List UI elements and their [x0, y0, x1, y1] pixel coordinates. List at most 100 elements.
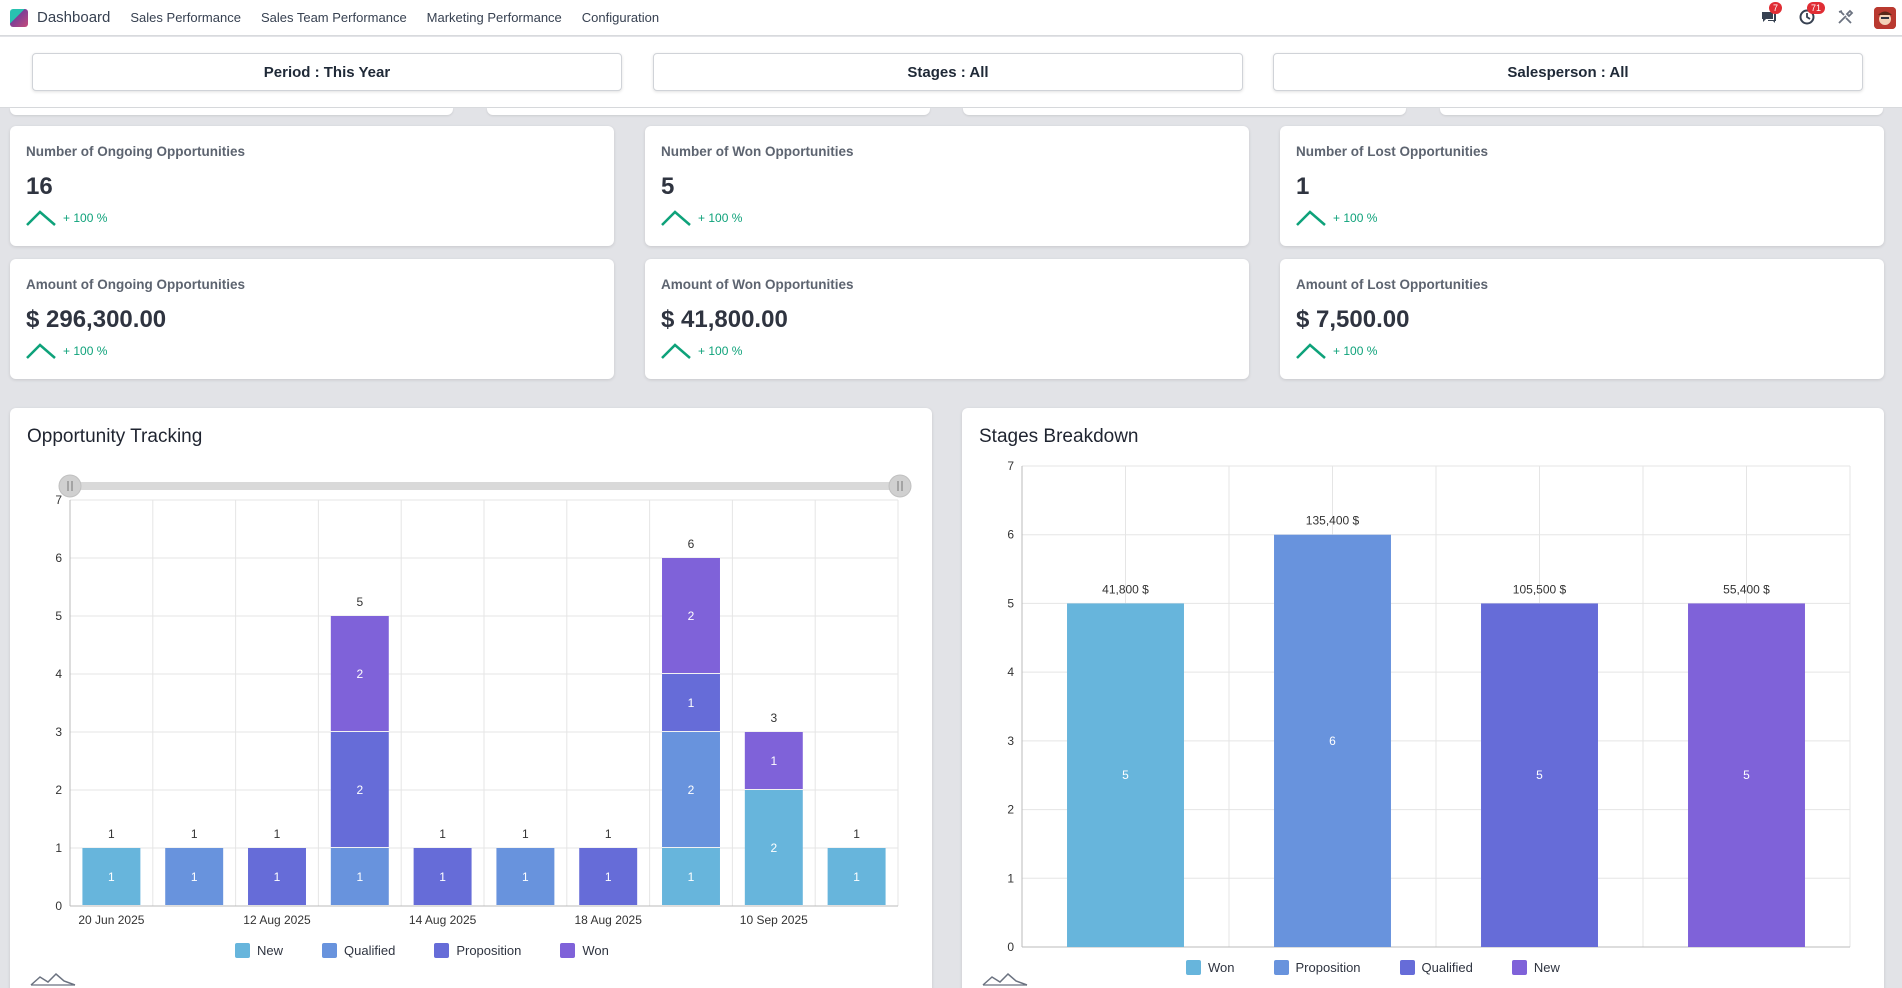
bar-segment-label: 2 — [688, 609, 695, 623]
chart-type-icon[interactable] — [30, 972, 76, 986]
kpi-trend: + 100 % — [26, 342, 598, 360]
menu-configuration[interactable]: Configuration — [581, 10, 660, 25]
bar-segment[interactable] — [413, 848, 472, 905]
app-logo-icon[interactable] — [10, 8, 28, 27]
bar-amount-label: 105,500 $ — [1513, 582, 1567, 596]
bar[interactable] — [1481, 603, 1598, 947]
kpi-value: $ 296,300.00 — [26, 306, 167, 333]
menu-sales-performance[interactable]: Sales Performance — [130, 10, 241, 25]
bar-segment[interactable] — [579, 848, 638, 905]
chart-type-icon[interactable] — [982, 972, 1028, 986]
bar-total-label: 1 — [605, 827, 612, 841]
bar-segment[interactable] — [662, 732, 720, 847]
bar-total-label: 1 — [191, 827, 198, 841]
kpi-trend: + 100 % — [26, 209, 598, 227]
bar-segment-label: 1 — [688, 696, 695, 710]
y-tick-label: 1 — [55, 841, 62, 855]
zoom-handle-grip — [67, 481, 73, 491]
legend-item-qualified[interactable]: Qualified — [322, 943, 395, 958]
stages-filter[interactable]: Stages : All — [653, 53, 1243, 91]
bar-segment-label: 1 — [605, 870, 612, 884]
legend-label: New — [257, 943, 284, 958]
kpi-value: $ 7,500.00 — [1296, 306, 1410, 333]
legend-item-won[interactable]: Won — [560, 943, 609, 958]
app-brand[interactable]: Dashboard — [37, 9, 111, 26]
bar-total-label: 1 — [108, 827, 115, 841]
kpi-card-ongoing-amount[interactable]: Amount of Ongoing Opportunities $ 296,30… — [10, 259, 614, 379]
legend-item-proposition[interactable]: Proposition — [434, 943, 521, 958]
bar-segment-label: 2 — [770, 841, 777, 855]
legend-item-proposition[interactable]: Proposition — [1273, 960, 1361, 975]
bar-segment[interactable] — [330, 616, 389, 731]
y-tick-label: 0 — [1007, 940, 1014, 954]
kpi-card-lost-amount[interactable]: Amount of Lost Opportunities $ 7,500.00 … — [1280, 259, 1884, 379]
bar-segment[interactable] — [330, 732, 389, 847]
activities-button[interactable]: 71 — [1798, 2, 1826, 28]
legend-item-won[interactable]: Won — [1186, 960, 1235, 975]
bar-segment[interactable] — [496, 848, 555, 905]
zoom-slider-handle[interactable] — [58, 474, 82, 498]
bar-segment[interactable] — [744, 790, 803, 905]
bar[interactable] — [1067, 603, 1184, 947]
trend-up-icon — [1296, 343, 1326, 359]
bar-segment-label: 1 — [439, 870, 446, 884]
y-tick-label: 7 — [1007, 459, 1014, 473]
messages-button[interactable]: 7 — [1760, 2, 1783, 28]
menu-sales-team-performance[interactable]: Sales Team Performance — [260, 10, 407, 25]
debug-tools-button[interactable] — [1836, 8, 1856, 28]
y-tick-label: 2 — [1007, 803, 1014, 817]
bar-amount-label: 41,800 $ — [1102, 582, 1149, 596]
bar-segment[interactable] — [662, 674, 720, 731]
legend-swatch — [560, 943, 576, 958]
bar-segment[interactable] — [827, 848, 886, 905]
chart-title: Opportunity Tracking — [27, 426, 203, 447]
stages-breakdown-chart: 0 1 2 3 4 5 6 7 5 41,800 $ 6 135,400 $ 5 105,500 $ 5 55… — [1007, 459, 1851, 954]
bar-value-label: 5 — [1743, 768, 1750, 782]
bar-segment[interactable] — [248, 848, 306, 905]
legend-item-new[interactable]: New — [235, 943, 283, 958]
menu-marketing-performance[interactable]: Marketing Performance — [426, 10, 562, 25]
legend-swatch — [1273, 960, 1289, 975]
bar-value-label: 5 — [1122, 768, 1129, 782]
bar-amount-label: 55,400 $ — [1723, 582, 1770, 596]
legend-item-qualified[interactable]: Qualified — [1399, 960, 1473, 975]
kpi-title: Amount of Lost Opportunities — [1296, 277, 1488, 292]
bar-segment-label: 1 — [191, 870, 198, 884]
y-tick-label: 5 — [55, 609, 62, 623]
y-tick-label: 6 — [55, 551, 62, 565]
bar-segment[interactable] — [662, 848, 720, 905]
bar-segment[interactable] — [330, 848, 389, 905]
bar-segment[interactable] — [744, 732, 803, 789]
kpi-trend-label: + 100 % — [1333, 344, 1378, 358]
x-tick-label: 10 Sep 2025 — [740, 913, 808, 927]
y-tick-label: 3 — [1007, 734, 1014, 748]
opportunity-tracking-chart: 0 1 2 3 4 5 6 7 1 1 1 1 1 1 1 2 2 5 1 1 1 1 1 1 1 2 1 2 6 2 1 3 1 1 20 Jun… — [55, 474, 912, 927]
bar[interactable] — [1274, 534, 1391, 947]
bar-segment-label: 2 — [356, 667, 363, 681]
zoom-slider-handle[interactable] — [888, 474, 912, 498]
salesperson-filter[interactable]: Salesperson : All — [1273, 53, 1863, 91]
top-navbar: Dashboard Sales Performance Sales Team P… — [0, 0, 1902, 36]
bar-segment[interactable] — [165, 848, 224, 905]
bar-segment[interactable] — [662, 558, 720, 673]
x-tick-label: 18 Aug 2025 — [574, 913, 642, 927]
kpi-card-lost-count[interactable]: Number of Lost Opportunities 1 + 100 % — [1280, 126, 1884, 246]
bar-value-label: 5 — [1536, 768, 1543, 782]
zoom-handle-knob — [888, 474, 912, 498]
legend-swatch — [434, 943, 450, 958]
bar-segment-label: 1 — [853, 870, 860, 884]
kpi-card-won-count[interactable]: Number of Won Opportunities 5 + 100 % — [645, 126, 1249, 246]
legend-item-new[interactable]: New — [1511, 960, 1560, 975]
bar-segment[interactable] — [82, 848, 141, 905]
user-avatar[interactable] — [1874, 7, 1896, 29]
legend-label: Qualified — [344, 943, 396, 958]
legend-swatch — [1186, 960, 1201, 975]
period-filter[interactable]: Period : This Year — [32, 53, 622, 91]
kpi-card-won-amount[interactable]: Amount of Won Opportunities $ 41,800.00 … — [645, 259, 1249, 379]
y-tick-label: 1 — [1007, 871, 1014, 885]
kpi-trend: + 100 % — [661, 209, 1233, 227]
kpi-card-ongoing-count[interactable]: Number of Ongoing Opportunities 16 + 100… — [10, 126, 614, 246]
kpi-trend-label: + 100 % — [698, 344, 743, 358]
bar[interactable] — [1688, 603, 1805, 947]
main-menu: Sales Performance Sales Team Performance… — [130, 10, 679, 25]
